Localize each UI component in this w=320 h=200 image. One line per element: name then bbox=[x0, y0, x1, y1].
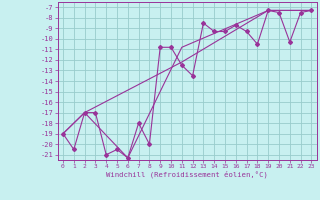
X-axis label: Windchill (Refroidissement éolien,°C): Windchill (Refroidissement éolien,°C) bbox=[106, 171, 268, 178]
